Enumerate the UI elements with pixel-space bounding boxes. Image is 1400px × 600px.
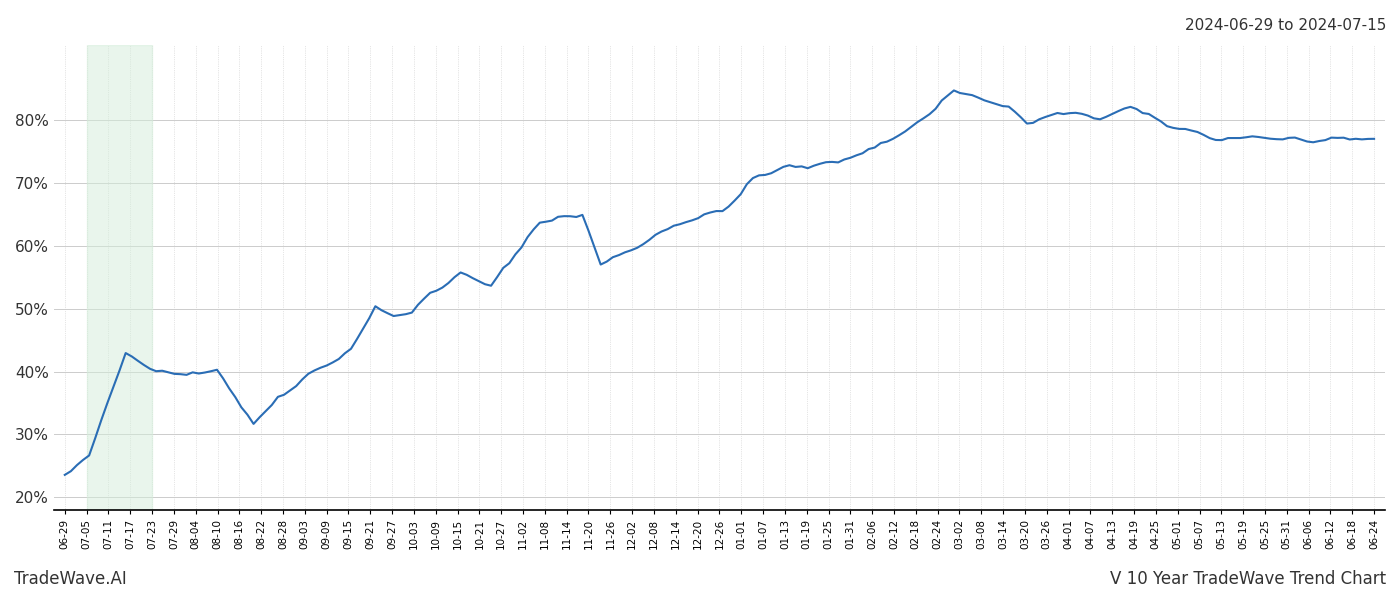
Text: TradeWave.AI: TradeWave.AI [14,570,127,588]
Text: V 10 Year TradeWave Trend Chart: V 10 Year TradeWave Trend Chart [1110,570,1386,588]
Text: 2024-06-29 to 2024-07-15: 2024-06-29 to 2024-07-15 [1184,18,1386,33]
Bar [87,45,153,510]
